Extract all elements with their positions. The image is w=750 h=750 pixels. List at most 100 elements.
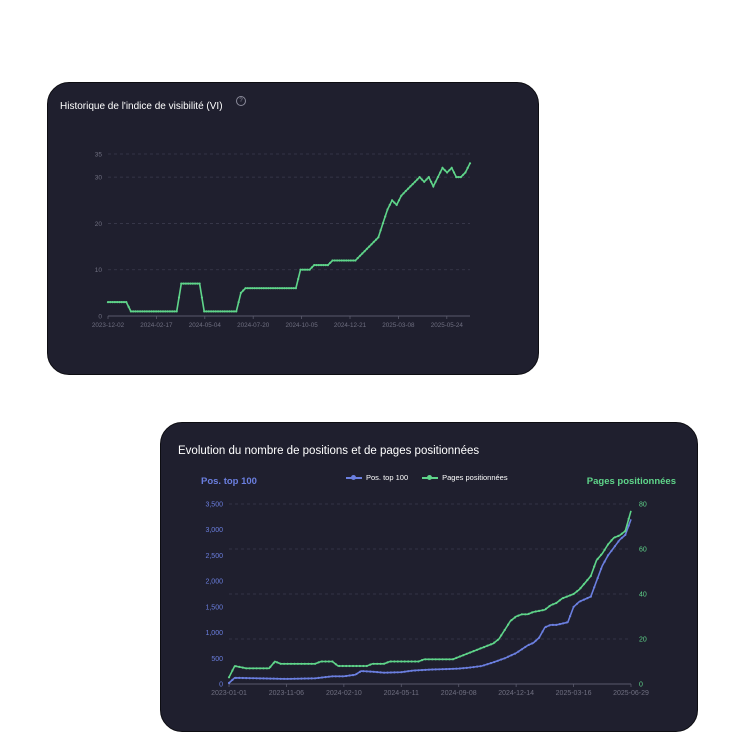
- pages-positionnees-series-point: [572, 592, 575, 596]
- pages-positionnees-series-point: [441, 658, 444, 661]
- pos-top-100-series-point: [269, 677, 272, 680]
- pages-positionnees-series-point: [262, 667, 265, 670]
- vi-series-point: [212, 310, 215, 313]
- vi-series-point: [294, 287, 297, 290]
- pos-top-100-series-point: [379, 671, 382, 674]
- pos-top-100-series-point: [396, 671, 399, 674]
- pages-positionnees-series-point: [489, 643, 492, 646]
- pages-positionnees-series-point: [486, 644, 489, 647]
- vi-series-point: [226, 310, 229, 313]
- pages-positionnees-series-point: [445, 658, 448, 661]
- vi-series-point: [315, 264, 318, 267]
- pages-positionnees-series-point: [469, 651, 472, 654]
- vi-series-point: [184, 282, 187, 285]
- vi-series-point: [450, 166, 453, 169]
- vi-series-point: [308, 268, 311, 271]
- pages-positionnees-series-point: [345, 664, 348, 668]
- visibility-line-chart: 0 10 20 30 35 2023-12-02 2024-02-17 2024-05-04 2…: [92, 152, 472, 329]
- right-y-tick-label: 20: [639, 637, 647, 644]
- pos-top-100-series-point: [338, 675, 341, 678]
- vi-series-point: [466, 166, 469, 169]
- pos-top-100-series-point: [589, 595, 592, 598]
- vi-series-point: [306, 268, 309, 271]
- pages-positionnees-series-point: [624, 529, 627, 533]
- question-circle-icon[interactable]: ?: [236, 96, 246, 106]
- vi-series-point: [452, 171, 456, 174]
- legend-marker-blue: [346, 474, 362, 481]
- vi-series-point: [287, 287, 291, 290]
- left-y-tick-label: 0: [219, 682, 223, 689]
- pos-top-100-series-point: [351, 674, 355, 677]
- pos-top-100-series-point: [513, 652, 517, 655]
- vi-series-point: [232, 310, 236, 313]
- pages-positionnees-series-point: [238, 665, 241, 668]
- chart-legend: Pos. top 100 Pages positionnées: [346, 473, 508, 482]
- vi-series-point: [246, 287, 249, 290]
- pos-top-100-series-point: [296, 677, 299, 680]
- vi-series-point: [267, 287, 270, 290]
- pos-top-100-series-point: [538, 636, 541, 639]
- vi-series-point: [249, 287, 252, 290]
- vi-series-point: [349, 259, 352, 262]
- vi-series-point: [182, 282, 185, 285]
- pos-top-100-series-point: [234, 676, 237, 679]
- pos-top-100-series-point: [624, 533, 627, 536]
- pages-positionnees-series-point: [341, 664, 344, 668]
- vi-series-point: [418, 176, 421, 179]
- x-tick-label: 2024-02-17: [140, 322, 173, 329]
- pages-positionnees-series-point: [613, 536, 616, 539]
- pages-positionnees-series-point: [334, 663, 337, 666]
- vi-series-point: [239, 291, 242, 294]
- x-tick-label: 2024-12-21: [334, 322, 367, 329]
- pos-top-100-series-point: [455, 667, 458, 670]
- vi-series-point: [168, 310, 171, 313]
- pos-top-100-series-point: [482, 664, 486, 667]
- vi-series-point: [129, 310, 132, 313]
- vi-series-point: [363, 250, 366, 253]
- pages-positionnees-series-point: [458, 655, 461, 658]
- right-axis-title: Pages positionnées: [586, 476, 676, 487]
- pages-positionnees-series-point: [320, 660, 324, 663]
- vi-series-point: [269, 287, 272, 290]
- pages-positionnees-series-point: [414, 660, 417, 663]
- visibility-chart-title: Historique de l'indice de visibilité (VI…: [60, 101, 223, 112]
- pos-top-100-series-point: [355, 672, 358, 676]
- pages-positionnees-series-point: [510, 619, 513, 622]
- pos-top-100-series-point: [358, 670, 361, 673]
- pos-top-100-series-point: [600, 567, 603, 570]
- pos-top-100-series-point: [231, 678, 234, 681]
- vi-series-point: [258, 287, 261, 290]
- pos-top-100-series-point: [317, 676, 320, 679]
- pos-top-100-series-point: [252, 677, 255, 680]
- vi-series-point: [161, 310, 165, 313]
- pos-top-100-series-point: [451, 667, 455, 670]
- vi-series-point: [377, 236, 380, 239]
- x-tick-label: 2024-07-20: [237, 322, 270, 329]
- legend-item-pages-positionnees[interactable]: Pages positionnées: [422, 473, 508, 482]
- pages-positionnees-series-point: [606, 543, 610, 546]
- pos-top-100-series-point: [320, 676, 324, 679]
- visibility-index-card: Historique de l'indice de visibilité (VI…: [47, 82, 539, 375]
- vi-series-point: [255, 287, 258, 290]
- vi-series-point: [413, 180, 417, 183]
- pages-positionnees-series-point: [245, 667, 248, 670]
- vi-series-point: [468, 162, 472, 165]
- pos-top-100-series-point: [279, 677, 282, 680]
- legend-item-pos-top-100[interactable]: Pos. top 100: [346, 473, 408, 482]
- pages-positionnees-series-point: [579, 587, 582, 590]
- pos-top-100-series-point: [613, 545, 616, 548]
- vi-series-point: [136, 310, 139, 313]
- pages-positionnees-series-point: [248, 667, 251, 670]
- positions-chart-title: Evolution du nombre de positions et de p…: [178, 445, 480, 457]
- y-tick-label: 30: [95, 175, 103, 182]
- pos-top-100-series-point: [555, 623, 558, 626]
- pos-top-100-series-point: [520, 648, 523, 651]
- pages-positionnees-series-point: [476, 648, 479, 651]
- vi-series-point: [166, 310, 169, 313]
- vi-series-point: [191, 282, 194, 285]
- left-y-tick-label: 3,000: [205, 527, 223, 534]
- pages-positionnees-series-point: [569, 594, 572, 597]
- vi-series-point: [299, 268, 302, 271]
- vi-series-point: [281, 287, 284, 290]
- pages-positionnees-series-point: [548, 605, 551, 608]
